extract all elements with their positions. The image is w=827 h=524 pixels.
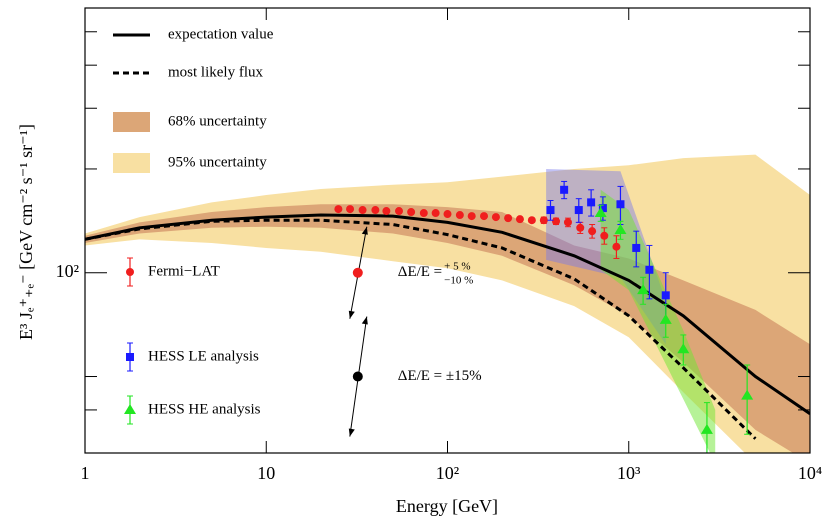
x-tick-label: 10⁴ [798, 463, 822, 483]
data-point [677, 343, 690, 354]
data-point [419, 209, 428, 218]
data-point [126, 268, 134, 276]
arrow-head [348, 310, 355, 319]
annotation-dot [352, 371, 363, 382]
legend-swatch [113, 153, 150, 173]
annotation: ΔE/E = [398, 264, 442, 280]
data-point [700, 423, 713, 434]
data-point [576, 223, 585, 232]
data-point [612, 242, 621, 251]
arrow-head [361, 226, 368, 235]
y-axis-label: E³ Jₑ⁺₊ₑ⁻ [GeV cm⁻² s⁻¹ sr⁻¹] [16, 124, 36, 340]
data-point [637, 284, 650, 295]
data-point [563, 218, 572, 227]
data-point [334, 205, 343, 214]
data-point [645, 265, 654, 274]
data-point [371, 206, 380, 215]
legend-label: HESS LE analysis [148, 348, 259, 364]
legend-swatch [113, 112, 150, 132]
data-point [455, 211, 464, 220]
annotation: ΔE/E = ±15% [398, 368, 482, 384]
data-point [594, 207, 607, 218]
data-point [124, 404, 136, 414]
detector-band [600, 189, 716, 453]
data-point [614, 224, 627, 235]
data-point [358, 206, 367, 215]
data-point [346, 205, 355, 214]
data-point [560, 185, 569, 194]
curve [85, 213, 810, 415]
arrow-head [348, 428, 355, 437]
data-point [661, 291, 670, 300]
data-point [382, 207, 391, 216]
data-point [546, 206, 555, 215]
data-point [504, 214, 513, 223]
data-point [539, 216, 548, 225]
legend-label: HESS HE analysis [148, 401, 261, 417]
y-tick-label: 10² [56, 261, 79, 281]
data-point [574, 206, 583, 215]
data-point [491, 213, 500, 222]
data-point [515, 215, 524, 224]
legend-label: most likely flux [168, 64, 263, 80]
arrow-head [361, 316, 368, 325]
data-point [443, 210, 452, 219]
data-point [741, 389, 754, 400]
data-point [632, 243, 641, 252]
x-tick-label: 10² [436, 463, 459, 483]
data-point [394, 207, 403, 216]
legend-label: 68% uncertainty [168, 113, 267, 129]
data-point [407, 208, 416, 217]
x-axis-label: Energy [GeV] [396, 496, 498, 516]
legend-label: 95% uncertainty [168, 154, 267, 170]
data-point [598, 204, 607, 213]
x-tick-label: 10 [257, 463, 275, 483]
data-point [600, 231, 609, 240]
data-point [659, 313, 672, 324]
x-tick-label: 10³ [617, 463, 641, 483]
plot-area [85, 154, 810, 453]
annotation-dot [352, 267, 363, 278]
data-point [587, 198, 596, 207]
data-point [588, 227, 597, 236]
data-point [616, 200, 625, 209]
annotation-sub: −10 % [444, 274, 473, 286]
data-point [552, 217, 561, 226]
data-point [480, 212, 489, 221]
data-point [126, 353, 134, 361]
annotation-sup: + 5 % [444, 260, 470, 272]
x-tick-label: 1 [81, 463, 90, 483]
curve [85, 218, 757, 440]
legend-label: expectation value [168, 26, 274, 42]
legend-label: Fermi−LAT [148, 263, 220, 279]
data-point [527, 216, 536, 225]
data-point [467, 212, 476, 221]
data-point [431, 209, 440, 218]
